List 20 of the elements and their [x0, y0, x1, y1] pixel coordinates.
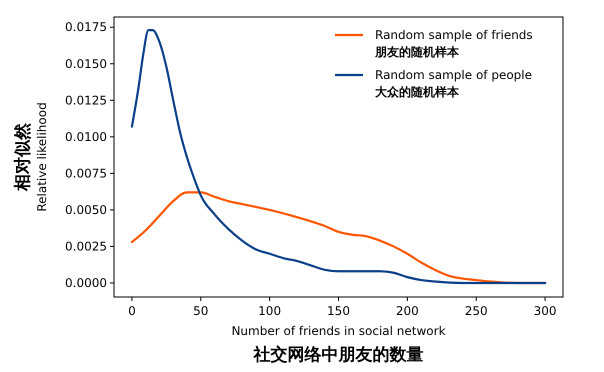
x-tick-label: 100 [258, 304, 282, 318]
line-series [130, 29, 546, 284]
y-tick-label: 0.0050 [65, 202, 107, 217]
x-tick-label: 0 [128, 304, 136, 318]
x-tick-label: 250 [464, 304, 488, 318]
y-tick-label: 0.0025 [65, 239, 107, 254]
y-axis-title: 相对似然 Relative likelihood [13, 102, 49, 212]
x-tick-label: 200 [396, 304, 419, 318]
y-tick-label: 0.0075 [65, 166, 107, 180]
y-tick-label: 0.0100 [65, 130, 107, 144]
y-tick-label: 0.0175 [65, 20, 107, 34]
y-tick-label: 0.0150 [65, 56, 107, 71]
y-tick-label: 0.0000 [65, 276, 107, 290]
x-tick-label: 150 [327, 304, 350, 318]
y-tick-label: 0.0125 [65, 93, 107, 108]
legend-label: Random sample of people 大众的随机样本 [375, 68, 532, 99]
x-tick-label: 300 [534, 304, 557, 318]
x-tick-label: 50 [193, 304, 208, 318]
x-axis-title: Number of friends in social network 社交网络中朋友的数量 [231, 324, 446, 365]
legend-label: Random sample of friends 朋友的随机样本 [374, 28, 533, 59]
